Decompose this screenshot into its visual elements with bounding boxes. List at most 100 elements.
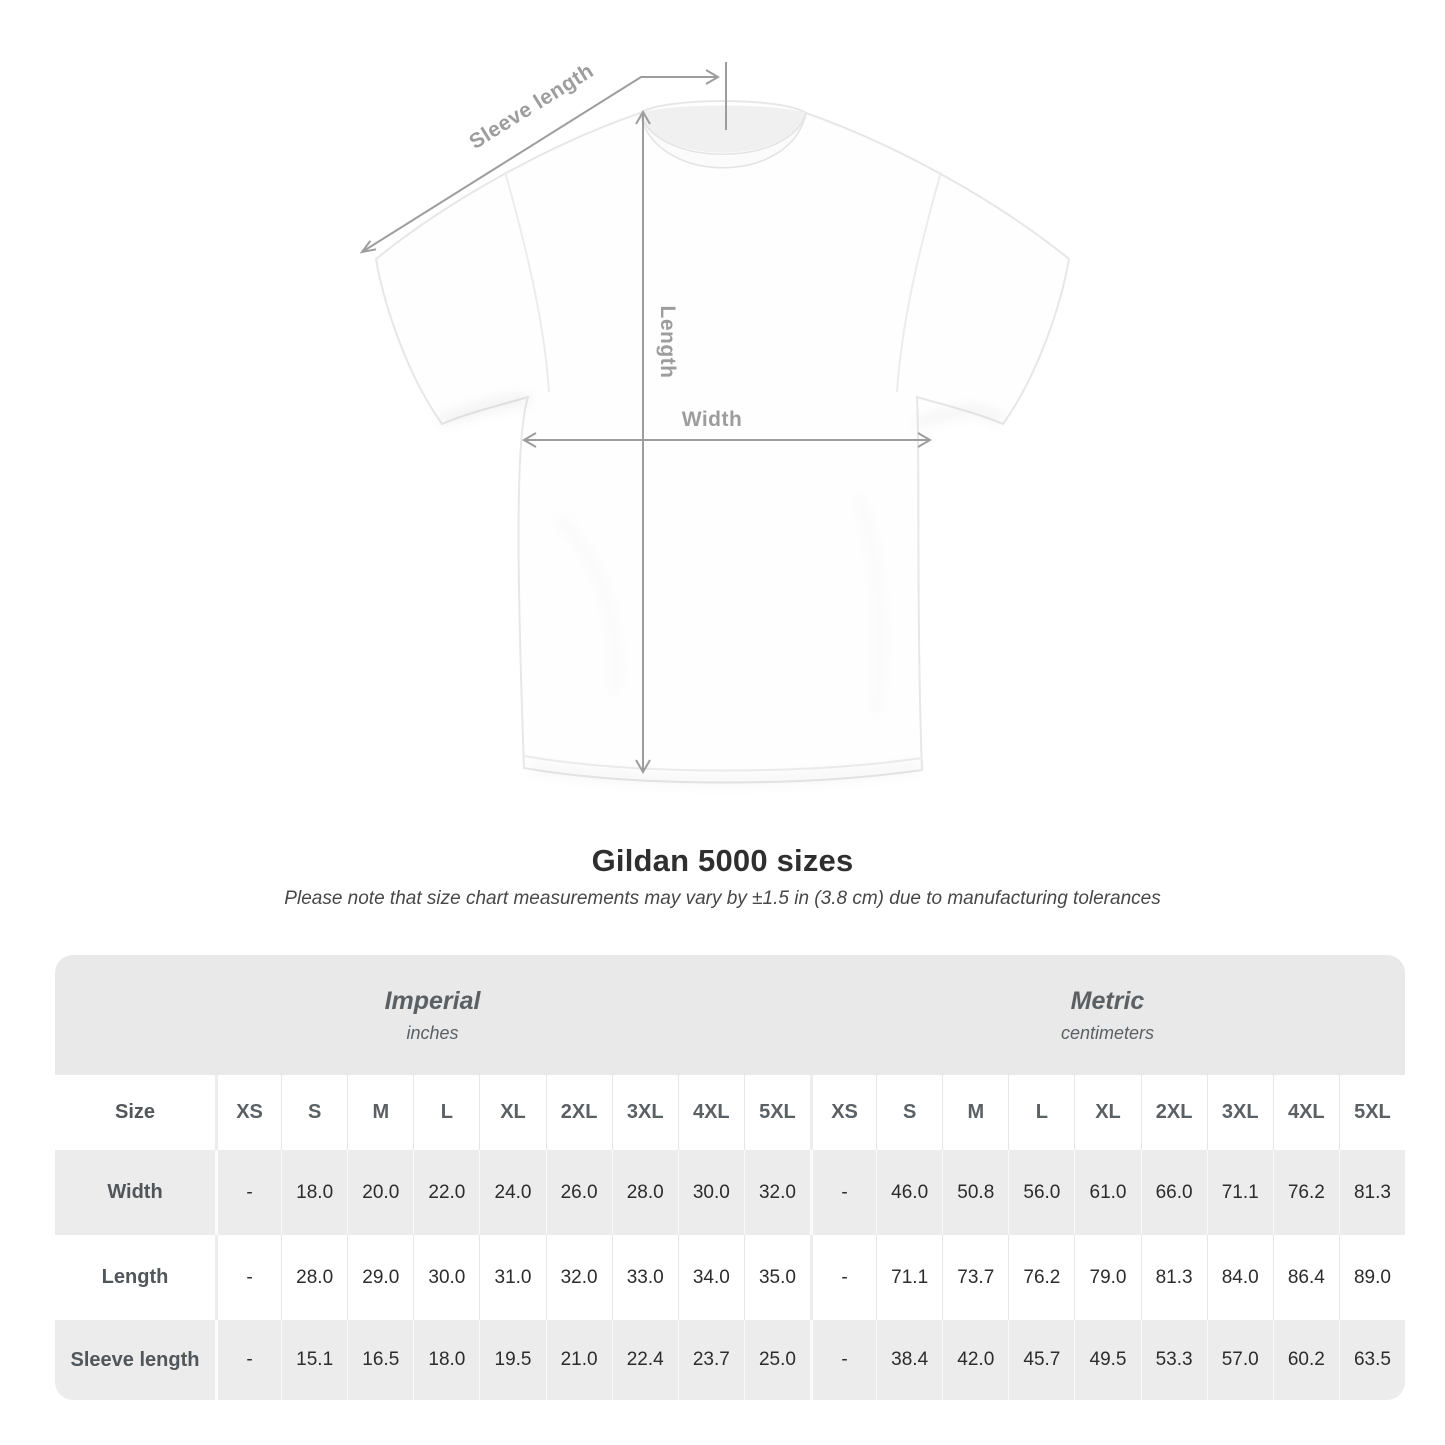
table-cell: - bbox=[215, 1320, 281, 1400]
table-cell: 22.4 bbox=[611, 1320, 678, 1400]
chart-title: Gildan 5000 sizes bbox=[591, 843, 854, 878]
size-header: S bbox=[876, 1075, 942, 1150]
chart-subtitle: Please note that size chart measurements… bbox=[284, 888, 1161, 909]
table-cell: 32.0 bbox=[743, 1150, 810, 1235]
table-cell: 38.4 bbox=[876, 1320, 942, 1400]
size-header-row: Size XS S M L XL 2XL 3XL 4XL 5XL XS S M … bbox=[55, 1075, 1405, 1150]
size-header: 5XL bbox=[1338, 1075, 1405, 1150]
table-cell: 57.0 bbox=[1206, 1320, 1273, 1400]
table-cell: 81.3 bbox=[1140, 1235, 1207, 1320]
table-cell: - bbox=[810, 1320, 876, 1400]
size-header: 3XL bbox=[611, 1075, 678, 1150]
table-cell: 34.0 bbox=[677, 1235, 744, 1320]
row-label: Width bbox=[107, 1181, 163, 1203]
tshirt-outline bbox=[374, 100, 1071, 784]
table-cell: 89.0 bbox=[1338, 1235, 1405, 1320]
unit-group-metric: Metric centimeters bbox=[810, 955, 1405, 1075]
size-header: 2XL bbox=[1140, 1075, 1207, 1150]
table-cell: 25.0 bbox=[743, 1320, 810, 1400]
table-cell: 60.2 bbox=[1272, 1320, 1339, 1400]
table-row-length: Length - 28.0 29.0 30.0 31.0 32.0 33.0 3… bbox=[55, 1235, 1405, 1320]
table-cell: 76.2 bbox=[1008, 1235, 1074, 1320]
table-cell: 81.3 bbox=[1338, 1150, 1405, 1235]
table-cell: 61.0 bbox=[1074, 1150, 1140, 1235]
collar-band bbox=[639, 112, 807, 169]
unit-group-band: Imperial inches Metric centimeters bbox=[55, 955, 1405, 1075]
table-cell: 19.5 bbox=[479, 1320, 545, 1400]
sleeve-arrowhead-right bbox=[705, 69, 720, 85]
table-cell: 32.0 bbox=[545, 1235, 612, 1320]
size-header: 2XL bbox=[545, 1075, 612, 1150]
size-column-header: Size bbox=[114, 1101, 156, 1123]
size-header: M bbox=[347, 1075, 413, 1150]
table-cell: 24.0 bbox=[479, 1150, 545, 1235]
table-cell: 49.5 bbox=[1074, 1320, 1140, 1400]
size-header: XL bbox=[1074, 1075, 1140, 1150]
table-cell: - bbox=[810, 1150, 876, 1235]
size-header: XL bbox=[479, 1075, 545, 1150]
tshirt-seams bbox=[504, 171, 942, 772]
sleeve-length-arrow bbox=[361, 76, 718, 253]
table-cell: 30.0 bbox=[413, 1235, 479, 1320]
size-header: 5XL bbox=[743, 1075, 810, 1150]
unit-group-imperial: Imperial inches bbox=[55, 955, 810, 1075]
width-arrowhead-right bbox=[917, 432, 932, 448]
neck-opening bbox=[640, 105, 806, 153]
table-cell: 42.0 bbox=[942, 1320, 1008, 1400]
table-cell: 28.0 bbox=[611, 1150, 678, 1235]
unit-group-unit: inches bbox=[406, 1022, 459, 1043]
table-cell: 73.7 bbox=[942, 1235, 1008, 1320]
table-cell: 18.0 bbox=[281, 1150, 347, 1235]
sleeve-arrowhead-left bbox=[359, 240, 377, 254]
size-header: XS bbox=[215, 1075, 281, 1150]
table-cell: 50.8 bbox=[942, 1150, 1008, 1235]
width-label: Width bbox=[682, 408, 743, 431]
length-arrowhead-bottom bbox=[635, 759, 651, 774]
size-header: L bbox=[1008, 1075, 1074, 1150]
table-cell: 79.0 bbox=[1074, 1235, 1140, 1320]
size-table: Imperial inches Metric centimeters Size … bbox=[55, 955, 1405, 1400]
table-cell: 22.0 bbox=[413, 1150, 479, 1235]
table-cell: 33.0 bbox=[611, 1235, 678, 1320]
table-cell: 84.0 bbox=[1206, 1235, 1273, 1320]
size-header: 4XL bbox=[677, 1075, 744, 1150]
length-label: Length bbox=[656, 306, 679, 379]
table-cell: 86.4 bbox=[1272, 1235, 1339, 1320]
table-cell: 45.7 bbox=[1008, 1320, 1074, 1400]
table-row-width: Width - 18.0 20.0 22.0 24.0 26.0 28.0 30… bbox=[55, 1150, 1405, 1235]
unit-group-name: Metric bbox=[1070, 986, 1145, 1015]
tshirt-shading bbox=[440, 395, 1005, 785]
table-cell: 23.7 bbox=[677, 1320, 744, 1400]
table-cell: 71.1 bbox=[1206, 1150, 1273, 1235]
heading: Gildan 5000 sizes Please note that size … bbox=[0, 843, 1445, 910]
table-cell: 66.0 bbox=[1140, 1150, 1207, 1235]
row-label: Sleeve length bbox=[70, 1348, 200, 1371]
table-cell: - bbox=[215, 1235, 281, 1320]
table-cell: 29.0 bbox=[347, 1235, 413, 1320]
row-label: Length bbox=[101, 1266, 169, 1288]
table-cell: 71.1 bbox=[876, 1235, 942, 1320]
size-header: XS bbox=[810, 1075, 876, 1150]
size-header: 4XL bbox=[1272, 1075, 1339, 1150]
tshirt-illustration: Sleeve length Length Width bbox=[359, 59, 1071, 785]
table-cell: 31.0 bbox=[479, 1235, 545, 1320]
table-cell: 76.2 bbox=[1272, 1150, 1339, 1235]
table-cell: 63.5 bbox=[1338, 1320, 1405, 1400]
table-cell: 15.1 bbox=[281, 1320, 347, 1400]
size-header: L bbox=[413, 1075, 479, 1150]
table-cell: 35.0 bbox=[743, 1235, 810, 1320]
tshirt-diagram: Sleeve length Length Width bbox=[359, 59, 1071, 785]
width-arrowhead-left bbox=[522, 432, 537, 448]
length-arrowhead-top bbox=[635, 110, 651, 125]
table-cell: 16.5 bbox=[347, 1320, 413, 1400]
table-cell: 56.0 bbox=[1008, 1150, 1074, 1235]
size-header: S bbox=[281, 1075, 347, 1150]
unit-group-name: Imperial bbox=[384, 986, 481, 1015]
table-cell: 30.0 bbox=[677, 1150, 744, 1235]
size-header: 3XL bbox=[1206, 1075, 1273, 1150]
table-cell: 28.0 bbox=[281, 1235, 347, 1320]
table-cell: 18.0 bbox=[413, 1320, 479, 1400]
table-cell: - bbox=[215, 1150, 281, 1235]
table-cell: 20.0 bbox=[347, 1150, 413, 1235]
